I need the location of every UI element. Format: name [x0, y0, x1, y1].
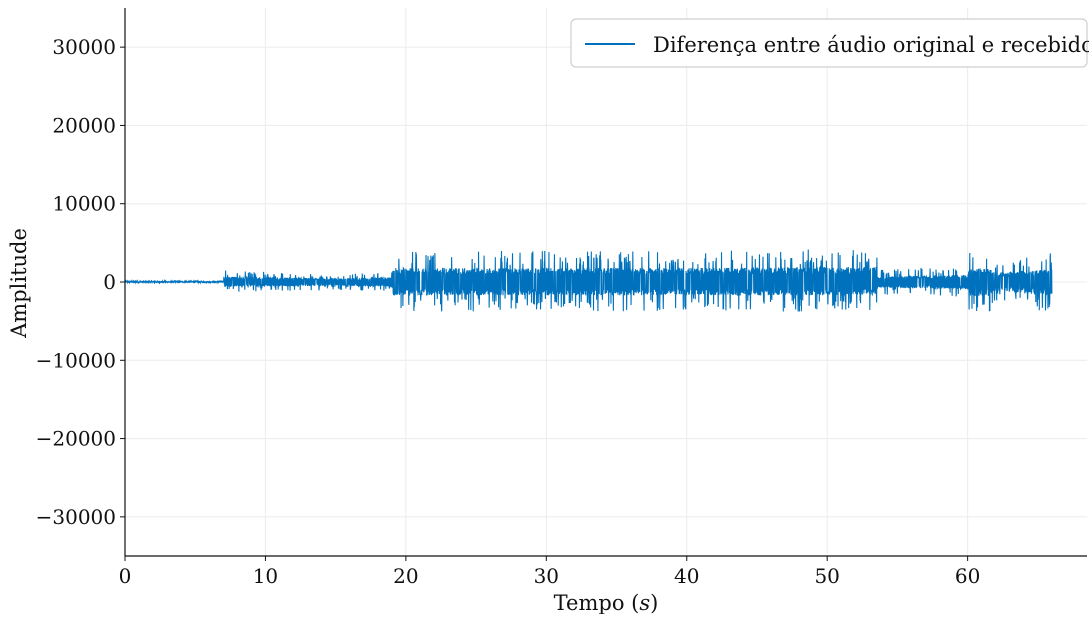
x-tick-label: 50 [814, 564, 839, 588]
series-line [124, 249, 1053, 312]
x-tick-label: 30 [534, 564, 559, 588]
x-axis-label: Tempo (s) [554, 591, 659, 614]
x-tick-label: 20 [393, 564, 418, 588]
tick-labels: 0 10 20 30 40 50 60 30000 20000 10000 0 −10000 −2000… [36, 35, 981, 588]
legend-box [570, 18, 1088, 68]
legend: Diferença entre áudio original e recebid… [570, 18, 1089, 68]
x-tick-label: 0 [119, 564, 132, 588]
axes [120, 8, 1087, 561]
y-tick-label: 20000 [52, 113, 116, 137]
y-tick-label: 30000 [52, 35, 116, 59]
x-tick-label: 10 [253, 564, 278, 588]
y-tick-label: −20000 [36, 427, 116, 451]
y-tick-label: 0 [103, 270, 116, 294]
y-axis-label: Amplitude [7, 228, 31, 339]
legend-label: Diferença entre áudio original e recebid… [653, 33, 1089, 57]
x-tick-label: 60 [955, 564, 980, 588]
x-tick-label: 40 [674, 564, 699, 588]
series-layer [124, 249, 1053, 312]
y-tick-label: −10000 [36, 348, 116, 372]
y-tick-label: 10000 [52, 192, 116, 216]
y-tick-label: −30000 [36, 505, 116, 529]
